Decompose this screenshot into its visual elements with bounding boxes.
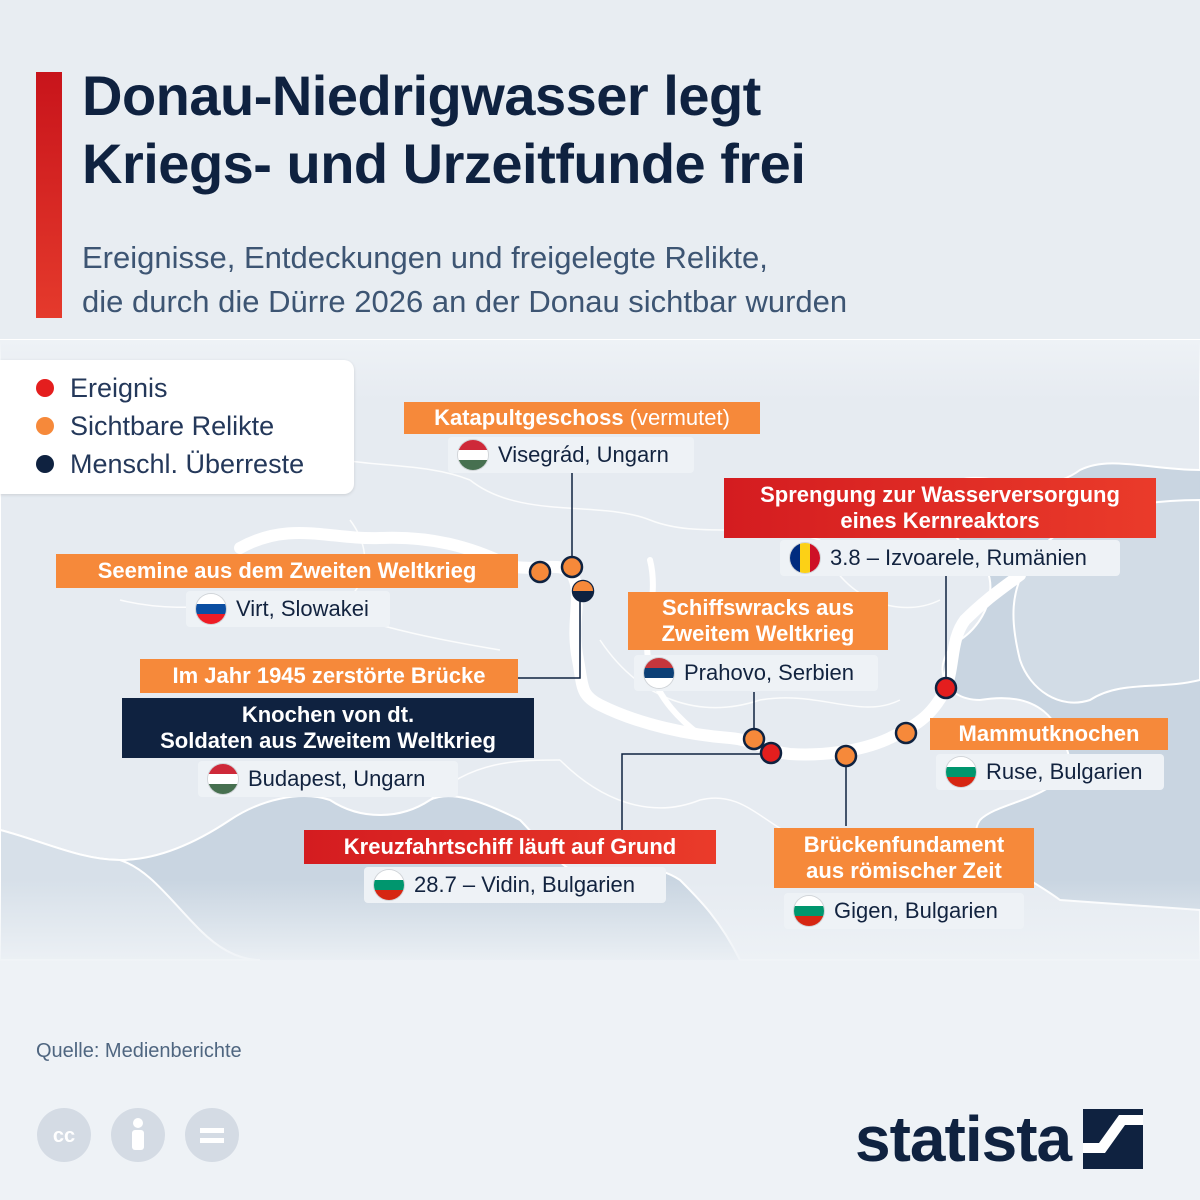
leader-lines: [518, 472, 947, 842]
marker-prahovo: [742, 727, 766, 751]
location-visegrad: Visegrád, Ungarn: [448, 437, 694, 473]
location-prahovo: Prahovo, Serbien: [634, 655, 878, 691]
location-izvoarele: 3.8 – Izvoarele, Rumänien: [780, 540, 1120, 576]
label-sprengung: Sprengung zur Wasserversorgung eines Ker…: [724, 478, 1156, 538]
event-markers: [528, 555, 958, 768]
slovakia-flag-icon: [196, 594, 226, 624]
bulgaria-flag-icon: [374, 870, 404, 900]
marker-virt: [528, 560, 552, 584]
label-katapultgeschoss: Katapultgeschoss (vermutet): [404, 402, 760, 434]
legend-item-relics: Sichtbare Relikte: [36, 407, 274, 445]
marker-visegrad: [560, 555, 584, 579]
location-virt: Virt, Slowakei: [186, 591, 390, 627]
location-budapest: Budapest, Ungarn: [198, 761, 458, 797]
page-subtitle: Ereignisse, Entdeckungen und freigelegte…: [82, 240, 848, 319]
orange-dot-icon: [36, 417, 54, 435]
label-knochen-soldaten: Knochen von dt. Soldaten aus Zweitem Wel…: [122, 698, 534, 758]
title-accent-bar: [36, 72, 62, 318]
romania-flag-icon: [790, 543, 820, 573]
location-ruse: Ruse, Bulgarien: [936, 754, 1164, 790]
label-seemine: Seemine aus dem Zweiten Weltkrieg: [56, 554, 518, 588]
marker-ruse: [894, 721, 918, 745]
location-vidin: 28.7 – Vidin, Bulgarien: [364, 867, 666, 903]
label-mammutknochen: Mammutknochen: [930, 718, 1168, 750]
cc-icon[interactable]: cc: [37, 1108, 91, 1162]
serbia-flag-icon: [644, 658, 674, 688]
statista-logo[interactable]: statista: [855, 1102, 1144, 1176]
no-derivatives-icon[interactable]: [185, 1108, 239, 1162]
location-gigen: Gigen, Bulgarien: [784, 893, 1024, 929]
label-kreuzfahrtschiff: Kreuzfahrtschiff läuft auf Grund: [304, 830, 716, 864]
statista-logo-icon: [1083, 1109, 1144, 1169]
source-note: Quelle: Medienberichte: [36, 1040, 242, 1062]
marker-gigen: [834, 744, 858, 768]
hungary-flag-icon: [458, 440, 488, 470]
bulgaria-flag-icon: [946, 757, 976, 787]
marker-izvoarele: [934, 676, 958, 700]
marker-vidin: [759, 741, 783, 765]
hungary-flag-icon: [208, 764, 238, 794]
attribution-icon[interactable]: [111, 1108, 165, 1162]
page-title: Donau-Niedrigwasser legt Kriegs- und Urz…: [82, 64, 806, 195]
legend-item-remains: Menschl. Überreste: [36, 445, 304, 483]
navy-dot-icon: [36, 455, 54, 473]
footer-background: [0, 965, 1200, 1200]
bulgaria-flag-icon: [794, 896, 824, 926]
label-bruecke-1945: Im Jahr 1945 zerstörte Brücke: [140, 659, 518, 693]
marker-budapest-bridge: [573, 581, 593, 591]
legend-item-event: Ereignis: [36, 369, 168, 407]
legend: Ereignis Sichtbare Relikte Menschl. Über…: [0, 360, 354, 494]
svg-text:cc: cc: [53, 1125, 75, 1147]
red-dot-icon: [36, 379, 54, 397]
label-schiffswracks: Schiffswracks aus Zweitem Weltkrieg: [628, 592, 888, 650]
label-brueckenfundament: Brückenfundament aus römischer Zeit: [774, 828, 1034, 888]
